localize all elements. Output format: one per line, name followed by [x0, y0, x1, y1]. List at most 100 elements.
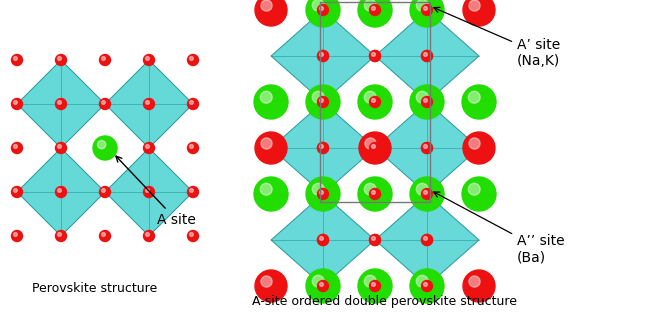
Circle shape	[12, 99, 23, 109]
Circle shape	[421, 97, 432, 108]
Circle shape	[424, 53, 428, 57]
Circle shape	[14, 233, 18, 236]
Polygon shape	[375, 10, 479, 102]
Circle shape	[320, 99, 324, 102]
Circle shape	[369, 97, 380, 108]
Circle shape	[410, 85, 444, 119]
Circle shape	[306, 177, 340, 211]
Circle shape	[364, 183, 376, 195]
Circle shape	[320, 53, 324, 57]
Circle shape	[320, 191, 324, 194]
Circle shape	[462, 85, 496, 119]
Circle shape	[463, 132, 495, 164]
Polygon shape	[375, 102, 479, 194]
Circle shape	[424, 99, 428, 102]
Circle shape	[320, 283, 324, 287]
Circle shape	[187, 99, 198, 109]
Circle shape	[55, 99, 66, 109]
Circle shape	[421, 234, 432, 245]
Circle shape	[317, 50, 328, 61]
Circle shape	[255, 0, 287, 26]
Circle shape	[320, 144, 324, 148]
Circle shape	[320, 236, 324, 240]
Text: Perovskite structure: Perovskite structure	[32, 282, 157, 295]
Circle shape	[14, 57, 18, 60]
Circle shape	[424, 144, 428, 148]
Circle shape	[369, 234, 380, 245]
Circle shape	[101, 189, 105, 193]
Polygon shape	[17, 148, 105, 236]
Circle shape	[421, 5, 432, 16]
Circle shape	[317, 142, 328, 153]
Text: A’ site
(Na,K): A’ site (Na,K)	[434, 7, 560, 68]
Circle shape	[424, 236, 428, 240]
Circle shape	[372, 99, 376, 102]
Circle shape	[469, 276, 480, 287]
Circle shape	[317, 280, 328, 291]
Circle shape	[190, 57, 194, 60]
Circle shape	[260, 183, 272, 195]
Circle shape	[372, 53, 376, 57]
Circle shape	[369, 280, 380, 291]
Circle shape	[369, 5, 380, 16]
Circle shape	[320, 53, 324, 57]
Circle shape	[254, 177, 288, 211]
Circle shape	[14, 144, 18, 148]
Circle shape	[317, 189, 328, 200]
Circle shape	[320, 144, 324, 148]
Circle shape	[144, 186, 155, 197]
Circle shape	[463, 0, 495, 26]
Circle shape	[306, 269, 340, 303]
Circle shape	[369, 280, 380, 291]
Circle shape	[58, 57, 61, 60]
Circle shape	[424, 6, 428, 10]
Circle shape	[146, 57, 150, 60]
Circle shape	[255, 270, 287, 302]
Circle shape	[55, 186, 66, 197]
Circle shape	[469, 138, 480, 149]
Circle shape	[424, 191, 428, 194]
Circle shape	[410, 177, 444, 211]
Circle shape	[320, 6, 324, 10]
Circle shape	[317, 50, 328, 61]
Circle shape	[55, 55, 66, 66]
Circle shape	[187, 142, 198, 153]
Circle shape	[317, 142, 328, 153]
Circle shape	[410, 269, 444, 303]
Text: A site: A site	[116, 156, 196, 227]
Circle shape	[320, 191, 324, 194]
Circle shape	[469, 0, 480, 11]
Circle shape	[93, 136, 117, 160]
Circle shape	[369, 189, 380, 200]
Circle shape	[317, 280, 328, 291]
Circle shape	[421, 97, 432, 108]
Circle shape	[101, 144, 105, 148]
Circle shape	[468, 91, 480, 103]
Circle shape	[255, 132, 287, 164]
Circle shape	[317, 234, 328, 245]
Circle shape	[421, 234, 432, 245]
Circle shape	[364, 0, 376, 11]
Circle shape	[369, 234, 380, 245]
Circle shape	[58, 100, 61, 104]
Circle shape	[421, 189, 432, 200]
Circle shape	[144, 99, 155, 109]
Circle shape	[190, 233, 194, 236]
Circle shape	[372, 283, 376, 287]
Circle shape	[317, 5, 328, 16]
Circle shape	[317, 234, 328, 245]
Circle shape	[55, 231, 66, 242]
Circle shape	[462, 177, 496, 211]
Circle shape	[424, 283, 428, 287]
Circle shape	[101, 100, 105, 104]
Polygon shape	[105, 60, 193, 148]
Circle shape	[312, 183, 324, 195]
Circle shape	[320, 99, 324, 102]
Circle shape	[146, 100, 150, 104]
Circle shape	[99, 55, 111, 66]
Circle shape	[99, 186, 111, 197]
Circle shape	[12, 55, 23, 66]
Circle shape	[14, 189, 18, 193]
Circle shape	[260, 91, 272, 103]
Circle shape	[101, 233, 105, 236]
